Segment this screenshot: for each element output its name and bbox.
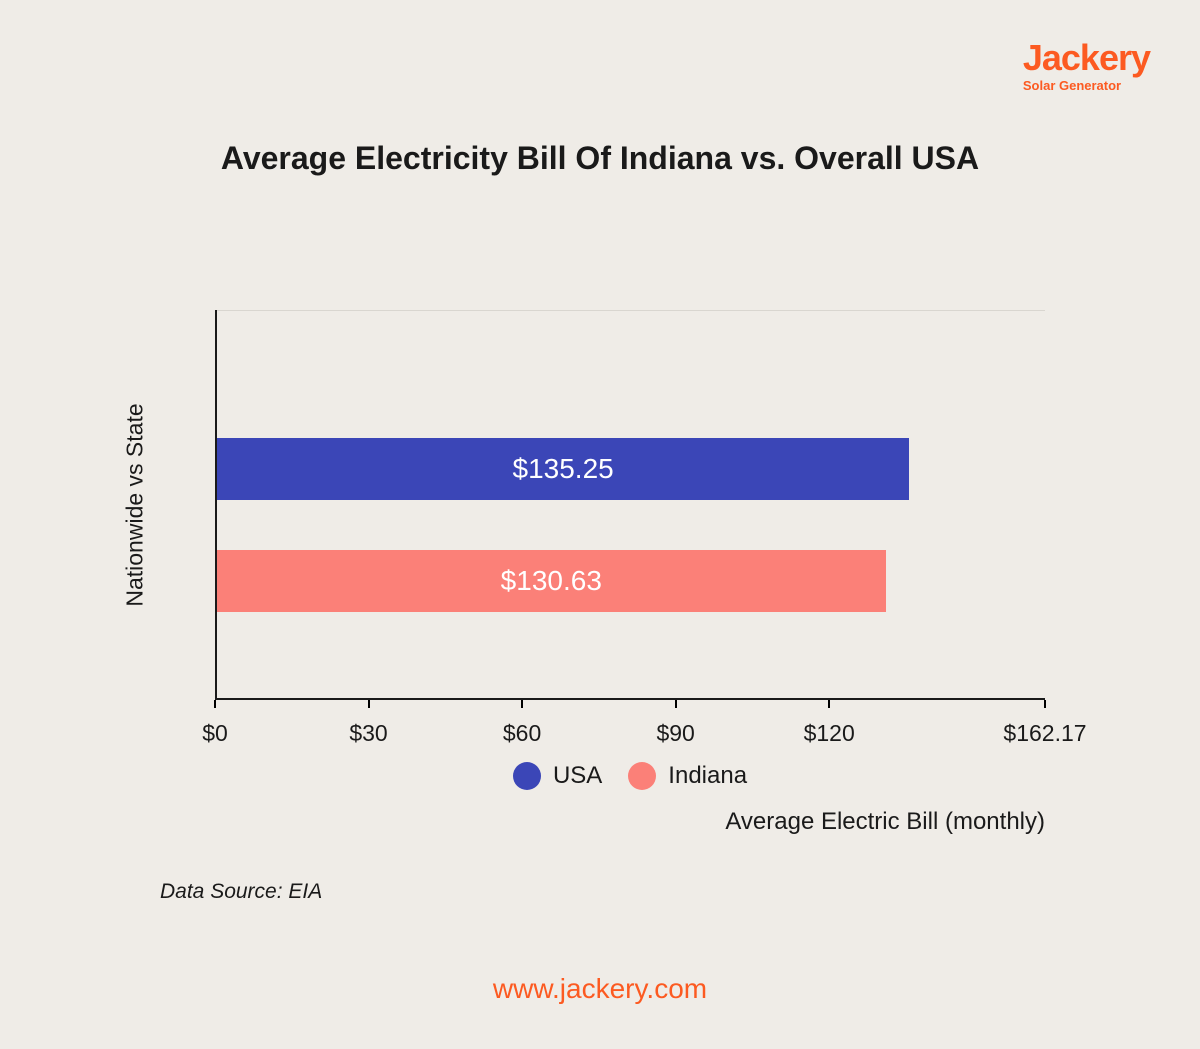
brand-subtitle: Solar Generator <box>1023 78 1150 93</box>
x-tick-mark <box>521 700 523 708</box>
data-source: Data Source: EIA <box>160 880 322 904</box>
x-tick-label: $60 <box>503 720 541 747</box>
legend-dot-icon <box>628 762 656 790</box>
x-axis-title: Average Electric Bill (monthly) <box>165 808 1045 836</box>
x-axis-ticks: $0$30$60$90$120$162.17 <box>215 708 1045 748</box>
x-tick-label: $120 <box>804 720 855 747</box>
x-tick-mark <box>368 700 370 708</box>
x-tick-label: $162.17 <box>1003 720 1086 747</box>
legend-label: USA <box>553 762 602 790</box>
legend-label: Indiana <box>668 762 747 790</box>
brand-name: Jackery <box>1023 40 1150 76</box>
x-tick-label: $30 <box>349 720 387 747</box>
footer-url: www.jackery.com <box>0 973 1200 1005</box>
bar-indiana: $130.63 <box>217 550 886 612</box>
x-tick-mark <box>675 700 677 708</box>
bar-usa: $135.25 <box>217 438 909 500</box>
top-gridline <box>217 310 1045 311</box>
x-tick-mark <box>1044 700 1046 708</box>
brand-logo: Jackery Solar Generator <box>1023 40 1150 93</box>
x-tick-label: $90 <box>656 720 694 747</box>
chart-area: Nationwide vs State $135.25$130.63 $0$30… <box>165 310 1045 700</box>
legend-dot-icon <box>513 762 541 790</box>
infographic-canvas: Jackery Solar Generator Average Electric… <box>0 0 1200 1049</box>
y-axis-label: Nationwide vs State <box>122 403 149 606</box>
x-tick-label: $0 <box>202 720 228 747</box>
x-tick-mark <box>828 700 830 708</box>
legend-item-usa: USA <box>513 762 602 790</box>
legend-item-indiana: Indiana <box>628 762 747 790</box>
legend: USA Indiana <box>215 762 1045 790</box>
chart-title: Average Electricity Bill Of Indiana vs. … <box>0 140 1200 177</box>
plot-area: $135.25 $130.63 <box>215 310 1045 700</box>
x-tick-mark <box>214 700 216 708</box>
